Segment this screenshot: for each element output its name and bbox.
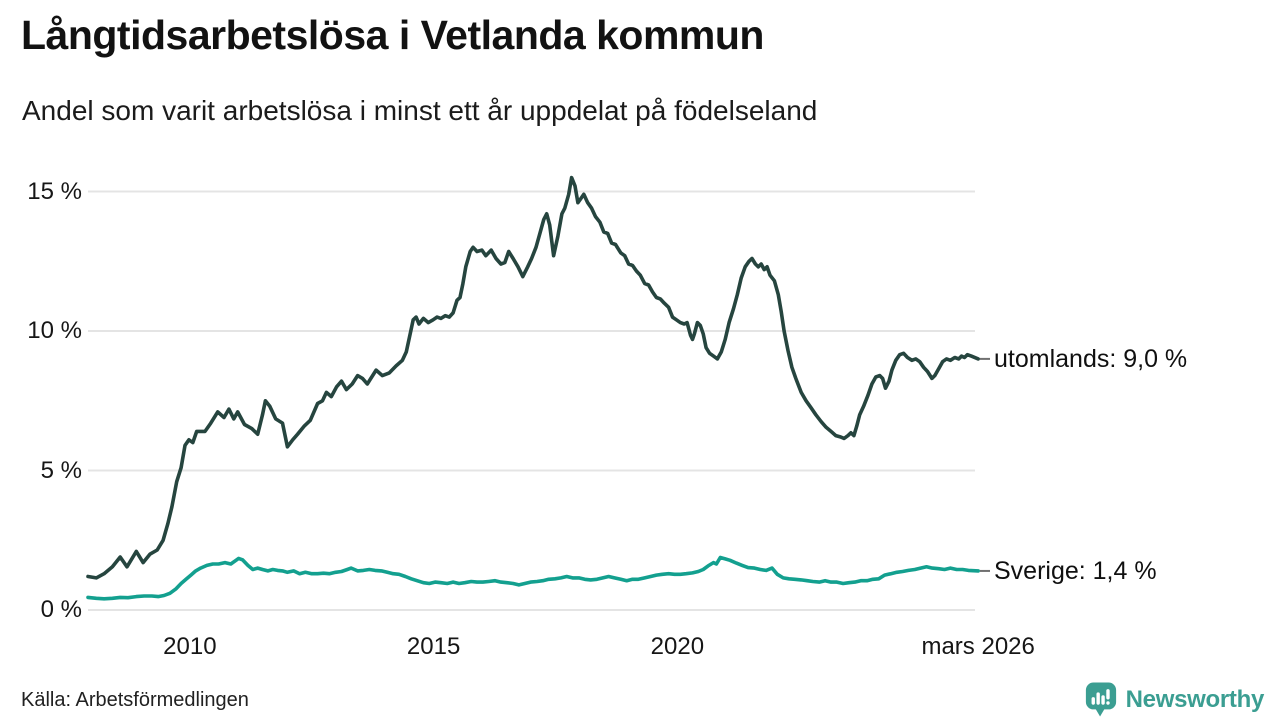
series-line-Sverige [86,555,981,601]
x-tick-label: 2010 [163,633,217,660]
series-label-sverige: Sverige: 1,4 % [994,556,1157,585]
y-tick-label: 0 % [40,596,82,623]
x-tick-label: 2015 [406,633,461,660]
x-tick-label: mars 2026 [921,633,1035,660]
newsworthy-wordmark: Newsworthy [1125,685,1265,713]
source-note: Källa: Arbetsförmedlingen [21,689,249,711]
series-label-utomlands: utomlands: 9,0 % [994,344,1188,373]
newsworthy-logo: Newsworthy [1084,681,1264,718]
chart-subtitle: Andel som varit arbetslösa i minst ett å… [22,95,818,126]
newsworthy-bubble-chart-icon [1085,682,1116,717]
y-tick-label: 10 % [27,317,82,344]
series-line-utomlands [86,175,981,580]
x-tick-label: 2020 [650,633,705,660]
y-tick-label: 15 % [27,177,82,205]
y-tick-label: 5 % [40,456,82,484]
page-title: Långtidsarbetslösa i Vetlanda kommun [21,12,764,58]
